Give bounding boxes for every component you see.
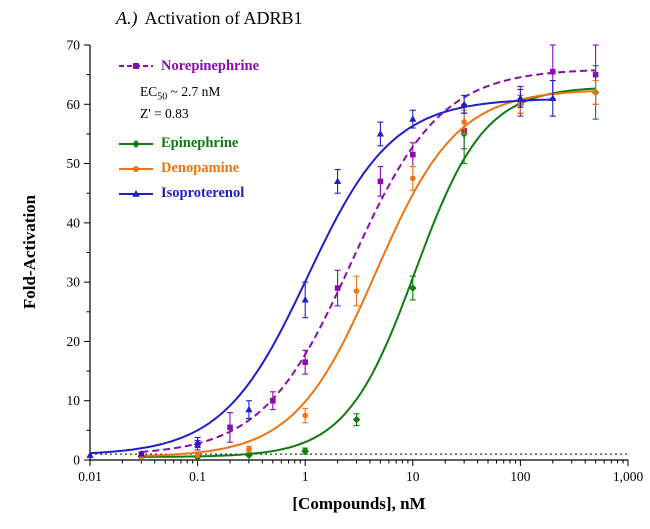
denopamine-line-marker-icon bbox=[118, 163, 154, 175]
epinephrine-line-marker-icon bbox=[118, 138, 154, 150]
legend-zprime-note: Z' = 0.83 bbox=[140, 105, 189, 121]
ec50-text: EC bbox=[140, 84, 158, 99]
legend-item-isoproterenol: Isoproterenol bbox=[118, 185, 259, 202]
svg-text:0.01: 0.01 bbox=[78, 469, 102, 484]
svg-text:100: 100 bbox=[510, 469, 531, 484]
svg-text:1,000: 1,000 bbox=[613, 469, 644, 484]
chart-title: A.) Activation of ADRB1 bbox=[116, 8, 303, 29]
axis-ticks bbox=[84, 44, 629, 466]
svg-text:40: 40 bbox=[67, 215, 81, 230]
svg-text:70: 70 bbox=[67, 38, 81, 53]
ec50-subscript: 50 bbox=[157, 91, 168, 103]
svg-text:0: 0 bbox=[73, 453, 80, 468]
svg-text:20: 20 bbox=[67, 334, 81, 349]
svg-text:30: 30 bbox=[67, 275, 81, 290]
ec50-value: ~ 2.7 nM bbox=[167, 84, 221, 99]
legend-label-isoproterenol: Isoproterenol bbox=[161, 185, 245, 202]
axis-tick-labels: 0 10 20 30 40 50 60 70 0.01 0.1 1 10 100 1,000 bbox=[67, 38, 644, 485]
series-isoproterenol bbox=[86, 80, 557, 458]
curve-norepinephrine bbox=[141, 69, 596, 453]
norepinephrine-line-marker-icon bbox=[118, 60, 154, 72]
svg-text:10: 10 bbox=[67, 393, 81, 408]
legend-label-denopamine: Denopamine bbox=[161, 160, 240, 177]
isoproterenol-line-marker-icon bbox=[118, 188, 154, 200]
panel-label: A.) bbox=[116, 8, 138, 28]
legend-item-norepinephrine: Norepinephrine bbox=[118, 58, 259, 74]
legend-item-denopamine: Denopamine bbox=[118, 160, 259, 177]
x-axis-label: [Compounds], nM bbox=[292, 494, 426, 513]
title-text: Activation of ADRB1 bbox=[144, 8, 303, 28]
svg-text:60: 60 bbox=[67, 97, 81, 112]
legend-item-epinephrine: Epinephrine bbox=[118, 135, 259, 152]
legend-label-norepinephrine: Norepinephrine bbox=[161, 57, 260, 74]
svg-text:50: 50 bbox=[67, 156, 81, 171]
svg-text:10: 10 bbox=[406, 469, 420, 484]
legend-label-epinephrine: Epinephrine bbox=[161, 135, 239, 152]
svg-text:0.1: 0.1 bbox=[189, 469, 206, 484]
legend-ec50-note: EC50 ~ 2.7 nM bbox=[140, 83, 259, 105]
curve-isoproterenol bbox=[89, 98, 553, 455]
legend: Norepinephrine EC50 ~ 2.7 nM Z' = 0.83 E… bbox=[118, 58, 259, 211]
svg-text:1: 1 bbox=[302, 469, 309, 484]
